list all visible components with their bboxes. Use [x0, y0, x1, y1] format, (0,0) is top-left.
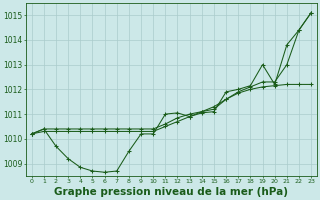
X-axis label: Graphe pression niveau de la mer (hPa): Graphe pression niveau de la mer (hPa) — [54, 187, 288, 197]
